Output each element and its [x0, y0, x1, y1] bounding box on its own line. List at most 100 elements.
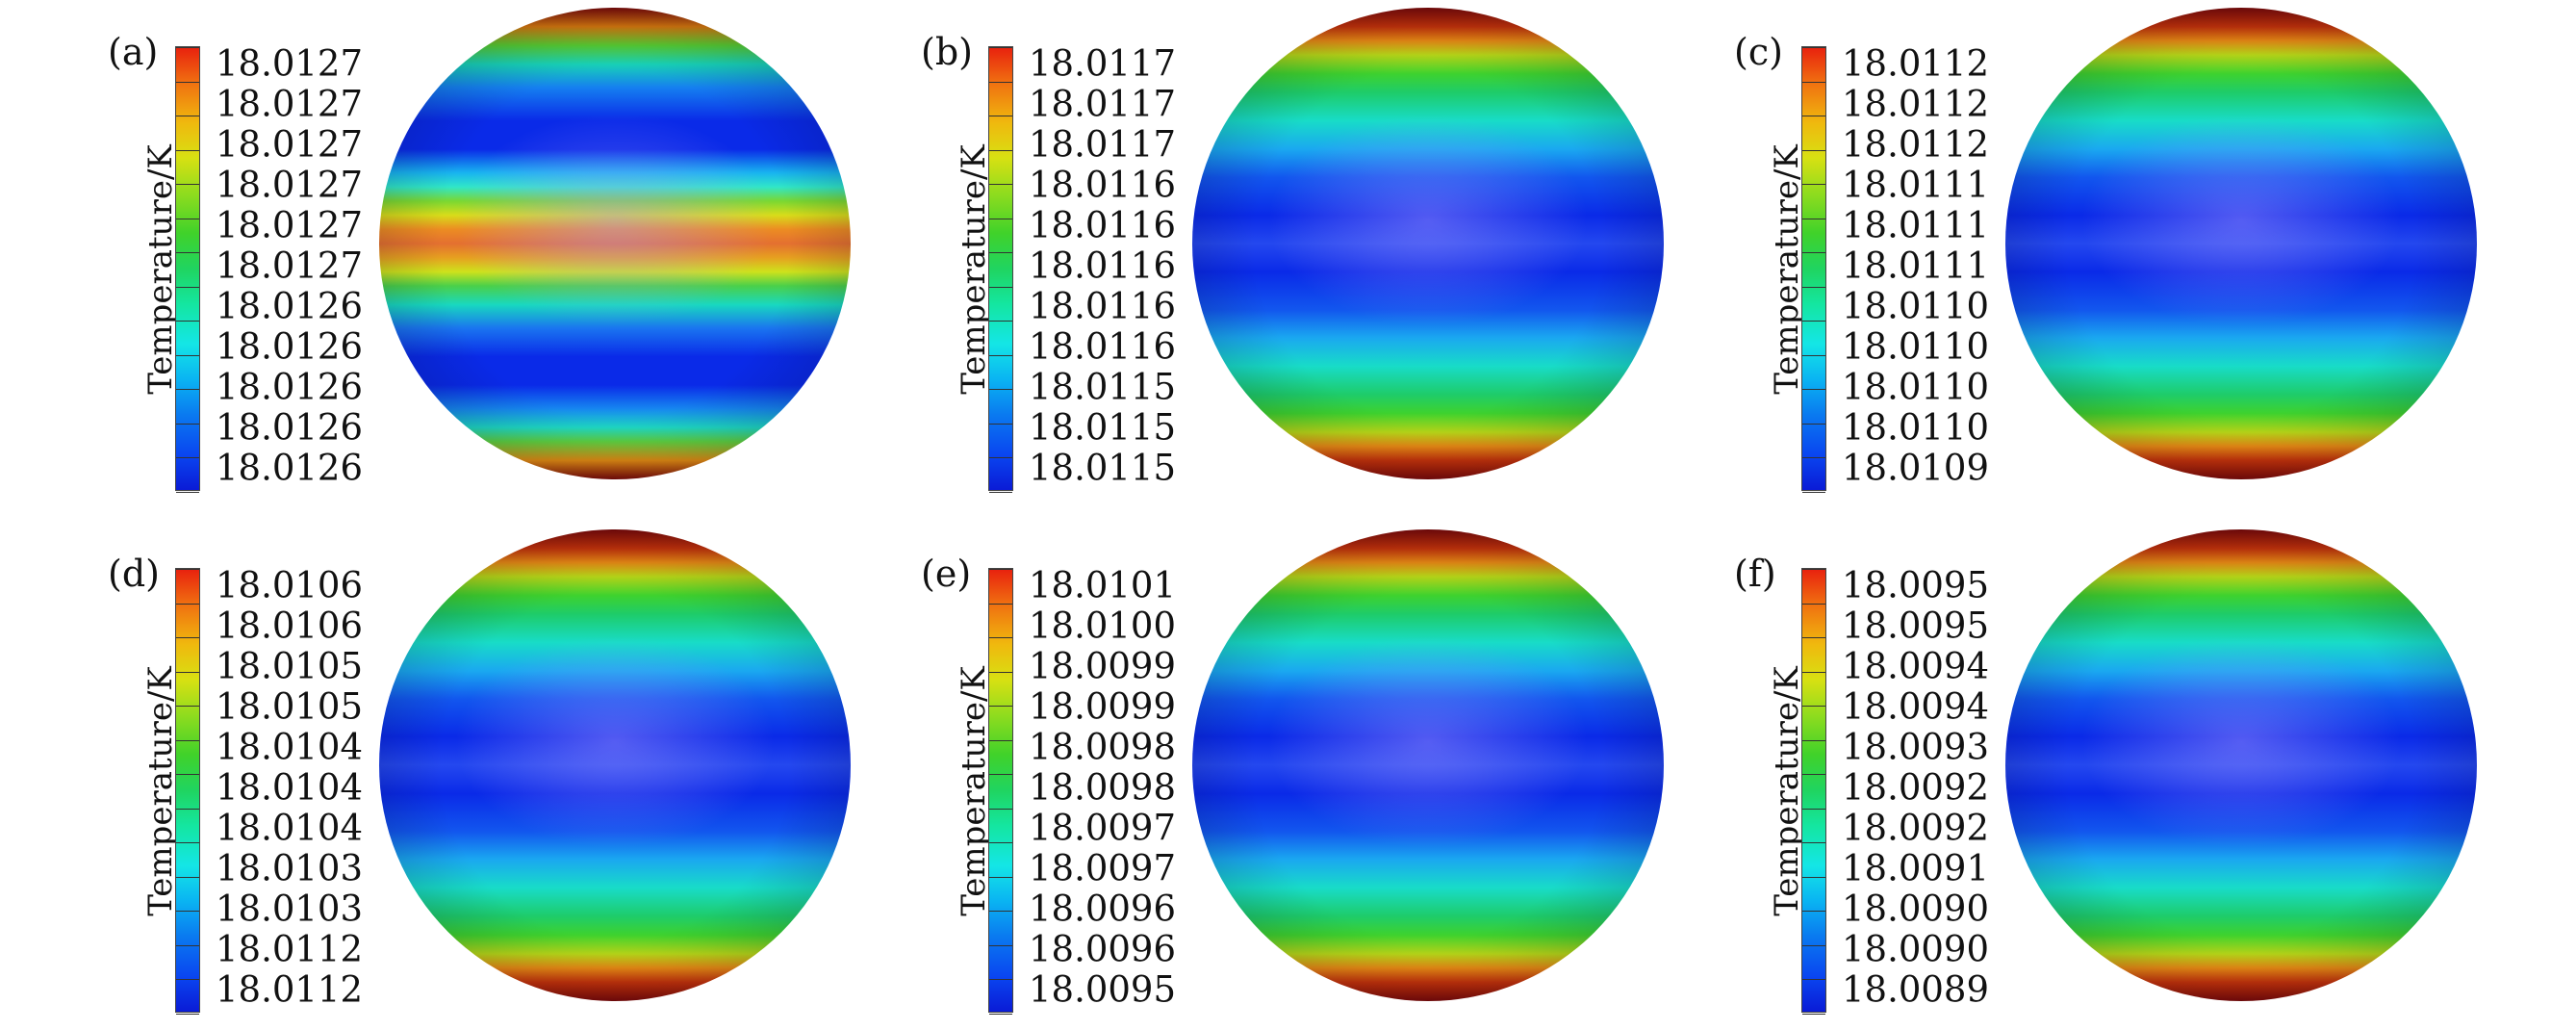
sphere-shading: [1192, 529, 1664, 1001]
colorbar-band-rule: [176, 979, 199, 981]
colorbar-tick-label: 18.0096: [1029, 928, 1177, 970]
colorbar-tick-label: 18.0116: [1029, 164, 1177, 206]
panel-label: (f): [1734, 553, 1776, 595]
temperature-sphere: [379, 8, 851, 479]
colorbar-tick-label: 18.0090: [1842, 928, 1990, 970]
panel-d: (d) Temperature/K 18.0106 18.0106 18.0105 18.…: [108, 529, 935, 1030]
colorbar-band-rule: [176, 774, 199, 776]
colorbar-tick-label: 18.0110: [1842, 406, 1990, 449]
colorbar-band-rule: [1802, 876, 1825, 878]
colorbar-band-rule: [1802, 842, 1825, 844]
colorbar-tick-label: 18.0126: [216, 447, 364, 489]
colorbar-band-rule: [989, 671, 1012, 673]
colorbar-tick-label: 18.0110: [1842, 366, 1990, 408]
colorbar-band-rule: [989, 706, 1012, 708]
panel-f: (f) Temperature/K 18.0095 18.0095 18.0094 18.…: [1734, 529, 2562, 1030]
colorbar-band-rule: [176, 842, 199, 844]
colorbar: [175, 46, 200, 493]
colorbar-tick-label: 18.0112: [1842, 123, 1990, 166]
colorbar-band-rule: [176, 739, 199, 741]
colorbar-tick-label: 18.0126: [216, 285, 364, 327]
colorbar-band-rule: [989, 354, 1012, 356]
colorbar-tick-label: 18.0103: [216, 847, 364, 889]
colorbar-tick-label: 18.0117: [1029, 83, 1177, 125]
colorbar-tick-label: 18.0112: [1842, 42, 1990, 85]
panel-label: (c): [1734, 31, 1783, 73]
colorbar-band-rule: [176, 603, 199, 605]
colorbar-tick-label: 18.0111: [1842, 245, 1990, 287]
colorbar-tick-label: 18.0105: [216, 685, 364, 728]
colorbar-band-rule: [989, 739, 1012, 741]
colorbar-band-rule: [1802, 492, 1825, 493]
colorbar-title: Temperature/K: [141, 144, 180, 395]
sphere-shading: [2005, 529, 2477, 1001]
colorbar-band-rule: [1802, 637, 1825, 639]
colorbar-band-rule: [989, 1014, 1012, 1015]
colorbar-band-rule: [989, 944, 1012, 946]
colorbar-tick-label: 18.0127: [216, 83, 364, 125]
colorbar-band-rule: [176, 911, 199, 913]
colorbar-band-rule: [989, 774, 1012, 776]
colorbar-tick-label: 18.0116: [1029, 204, 1177, 246]
panel-c: (c) Temperature/K 18.0112 18.0112 18.0112 18.…: [1734, 8, 2562, 508]
colorbar-title: Temperature/K: [1768, 144, 1806, 395]
sphere-shading: [379, 8, 851, 479]
colorbar-band-rule: [176, 423, 199, 425]
colorbar: [1801, 46, 1826, 493]
colorbar: [988, 568, 1013, 1015]
colorbar-tick-label: 18.0101: [1029, 564, 1177, 606]
colorbar-band-rule: [989, 321, 1012, 322]
colorbar-title: Temperature/K: [955, 666, 993, 916]
colorbar-band-rule: [176, 944, 199, 946]
colorbar-tick-label: 18.0115: [1029, 366, 1177, 408]
colorbar-tick-label: 18.0111: [1842, 164, 1990, 206]
colorbar-tick-label: 18.0126: [216, 406, 364, 449]
colorbar-tick-label: 18.0106: [216, 605, 364, 647]
colorbar-band-rule: [1802, 423, 1825, 425]
colorbar-tick-label: 18.0092: [1842, 766, 1990, 809]
colorbar-band-rule: [1802, 354, 1825, 356]
colorbar-tick-label: 18.0106: [216, 564, 364, 606]
colorbar-band-rule: [1802, 569, 1825, 570]
colorbar-band-rule: [1802, 911, 1825, 913]
colorbar-tick-label: 18.0112: [1842, 83, 1990, 125]
colorbar-band-rule: [176, 876, 199, 878]
colorbar-tick-label: 18.0116: [1029, 245, 1177, 287]
colorbar-band-rule: [989, 81, 1012, 83]
colorbar-band-rule: [989, 808, 1012, 810]
colorbar-tick-label: 18.0097: [1029, 847, 1177, 889]
colorbar-tick-label: 18.0127: [216, 42, 364, 85]
colorbar-band-rule: [176, 671, 199, 673]
colorbar-tick-label: 18.0099: [1029, 645, 1177, 687]
colorbar-band-rule: [989, 286, 1012, 288]
colorbar-tick-label: 18.0097: [1029, 807, 1177, 849]
colorbar-tick-label: 18.0095: [1029, 968, 1177, 1011]
colorbar-band-rule: [176, 457, 199, 459]
colorbar-band-rule: [1802, 149, 1825, 151]
colorbar-band-rule: [1802, 1014, 1825, 1015]
colorbar-band-rule: [989, 423, 1012, 425]
temperature-sphere: [2005, 8, 2477, 479]
colorbar-band-rule: [1802, 47, 1825, 48]
colorbar-band-rule: [176, 354, 199, 356]
temperature-sphere: [379, 529, 851, 1001]
colorbar-tick-label: 18.0096: [1029, 888, 1177, 930]
colorbar-title: Temperature/K: [1768, 666, 1806, 916]
colorbar-band-rule: [176, 184, 199, 186]
colorbar-band-rule: [989, 252, 1012, 254]
colorbar-tick-label: 18.0127: [216, 123, 364, 166]
panel-a: (a) Temperature/K 18.0127 18.0127 18.0127 18.…: [108, 8, 935, 508]
colorbar-tick-label: 18.0089: [1842, 968, 1990, 1011]
colorbar-tick-label: 18.0094: [1842, 645, 1990, 687]
colorbar-tick-label: 18.0099: [1029, 685, 1177, 728]
colorbar-band-rule: [1802, 389, 1825, 391]
colorbar-band-rule: [176, 1014, 199, 1015]
colorbar-tick-label: 18.0100: [1029, 605, 1177, 647]
colorbar: [1801, 568, 1826, 1015]
colorbar-title: Temperature/K: [141, 666, 180, 916]
colorbar-tick-label: 18.0112: [216, 928, 364, 970]
colorbar-tick-label: 18.0104: [216, 726, 364, 768]
colorbar-tick-label: 18.0109: [1842, 447, 1990, 489]
colorbar-tick-label: 18.0091: [1842, 847, 1990, 889]
colorbar-band-rule: [176, 808, 199, 810]
